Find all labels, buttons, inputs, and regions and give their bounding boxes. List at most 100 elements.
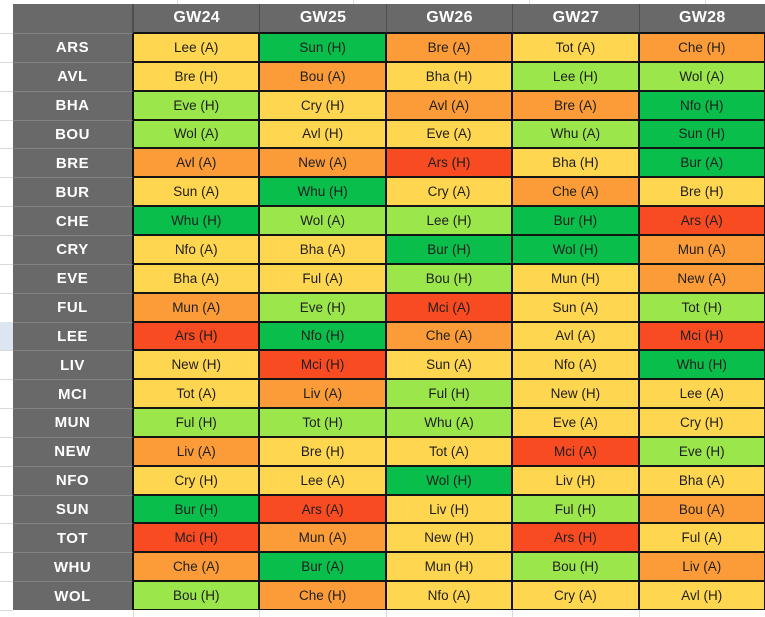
fixture-cell[interactable]: Bre (A)	[512, 90, 639, 120]
team-label-bur[interactable]: BUR	[13, 177, 133, 207]
fixture-cell[interactable]: Ars (A)	[259, 494, 386, 524]
fixture-cell[interactable]: Avl (H)	[259, 119, 386, 149]
gw-header-gw26[interactable]: GW26	[385, 4, 513, 33]
fixture-cell[interactable]: Whu (H)	[638, 350, 765, 380]
fixture-cell[interactable]: Ful (H)	[385, 379, 513, 409]
fixture-cell[interactable]: Liv (H)	[385, 494, 513, 524]
fixture-cell[interactable]: Bre (A)	[385, 33, 513, 62]
fixture-cell[interactable]: Mun (H)	[385, 552, 513, 582]
fixture-cell[interactable]: Avl (A)	[133, 148, 260, 178]
fixture-cell[interactable]: Avl (A)	[385, 90, 513, 120]
fixture-cell[interactable]: Cry (A)	[385, 177, 513, 207]
fixture-cell[interactable]: Mun (A)	[638, 234, 765, 264]
team-label-lee[interactable]: LEE	[13, 321, 133, 351]
fixture-cell[interactable]: Bou (H)	[512, 552, 639, 582]
fixture-cell[interactable]: Ars (A)	[638, 206, 765, 235]
fixture-cell[interactable]: Liv (H)	[512, 465, 639, 495]
fixture-cell[interactable]: Cry (H)	[638, 408, 765, 437]
fixture-cell[interactable]: Wol (H)	[385, 465, 513, 495]
fixture-cell[interactable]: Liv (A)	[133, 436, 260, 466]
team-label-ars[interactable]: ARS	[13, 33, 133, 62]
fixture-cell[interactable]: Eve (A)	[512, 408, 639, 437]
team-label-bre[interactable]: BRE	[13, 148, 133, 178]
fixture-cell[interactable]: Whu (A)	[512, 119, 639, 149]
fixture-cell[interactable]: Bha (H)	[512, 148, 639, 178]
fixture-cell[interactable]: Lee (A)	[638, 379, 765, 409]
gw-header-gw28[interactable]: GW28	[638, 4, 765, 33]
gw-header-gw25[interactable]: GW25	[259, 4, 386, 33]
fixture-cell[interactable]: Bou (A)	[259, 61, 386, 91]
fixture-cell[interactable]: Mun (A)	[133, 292, 260, 322]
selected-row-margin-highlight[interactable]	[0, 321, 13, 351]
fixture-cell[interactable]: Nfo (H)	[638, 90, 765, 120]
fixture-cell[interactable]: Bre (H)	[259, 436, 386, 466]
gw-header-gw27[interactable]: GW27	[512, 4, 639, 33]
fixture-cell[interactable]: Ful (H)	[133, 408, 260, 437]
fixture-cell[interactable]: Liv (A)	[259, 379, 386, 409]
team-label-ful[interactable]: FUL	[13, 292, 133, 322]
fixture-cell[interactable]: Avl (A)	[512, 321, 639, 351]
fixture-cell[interactable]: Whu (A)	[385, 408, 513, 437]
fixture-cell[interactable]: Wol (A)	[638, 61, 765, 91]
fixture-cell[interactable]: Tot (A)	[512, 33, 639, 62]
fixture-cell[interactable]: Wol (H)	[512, 234, 639, 264]
fixture-cell[interactable]: Nfo (A)	[512, 350, 639, 380]
fixture-cell[interactable]: Mci (A)	[512, 436, 639, 466]
team-label-eve[interactable]: EVE	[13, 263, 133, 293]
fixture-cell[interactable]: Lee (A)	[133, 33, 260, 62]
fixture-cell[interactable]: Cry (H)	[133, 465, 260, 495]
fixture-cell[interactable]: Whu (H)	[259, 177, 386, 207]
fixture-cell[interactable]: Che (A)	[512, 177, 639, 207]
fixture-cell[interactable]: Tot (A)	[385, 436, 513, 466]
fixture-cell[interactable]: Ars (H)	[512, 523, 639, 553]
team-label-cry[interactable]: CRY	[13, 234, 133, 264]
fixture-cell[interactable]: Cry (H)	[259, 90, 386, 120]
fixture-cell[interactable]: New (A)	[259, 148, 386, 178]
fixture-cell[interactable]: Bha (H)	[385, 61, 513, 91]
fixture-cell[interactable]: Ars (H)	[133, 321, 260, 351]
team-label-wol[interactable]: WOL	[13, 581, 133, 610]
fixture-cell[interactable]: Tot (A)	[133, 379, 260, 409]
fixture-cell[interactable]: Sun (A)	[385, 350, 513, 380]
fixture-cell[interactable]: Avl (H)	[638, 581, 765, 610]
fixture-cell[interactable]: Ars (H)	[385, 148, 513, 178]
fixture-cell[interactable]: Sun (H)	[259, 33, 386, 62]
fixture-cell[interactable]: New (H)	[512, 379, 639, 409]
fixture-cell[interactable]: Tot (H)	[638, 292, 765, 322]
fixture-cell[interactable]: Mun (A)	[259, 523, 386, 553]
team-label-che[interactable]: CHE	[13, 206, 133, 235]
fixture-cell[interactable]: Sun (A)	[133, 177, 260, 207]
fixture-cell[interactable]: Sun (H)	[638, 119, 765, 149]
team-label-liv[interactable]: LIV	[13, 350, 133, 380]
fixture-cell[interactable]: Mci (A)	[385, 292, 513, 322]
fixture-cell[interactable]: Bur (H)	[512, 206, 639, 235]
team-label-tot[interactable]: TOT	[13, 523, 133, 553]
team-label-new[interactable]: NEW	[13, 436, 133, 466]
fixture-cell[interactable]: Nfo (A)	[385, 581, 513, 610]
fixture-cell[interactable]: Lee (A)	[259, 465, 386, 495]
fixture-cell[interactable]: New (A)	[638, 263, 765, 293]
team-label-bha[interactable]: BHA	[13, 90, 133, 120]
fixture-cell[interactable]: Wol (A)	[259, 206, 386, 235]
fixture-cell[interactable]: Sun (A)	[512, 292, 639, 322]
fixture-cell[interactable]: Nfo (A)	[133, 234, 260, 264]
fixture-cell[interactable]: Eve (H)	[638, 436, 765, 466]
fixture-cell[interactable]: Lee (H)	[385, 206, 513, 235]
fixture-cell[interactable]: Cry (A)	[512, 581, 639, 610]
fixture-cell[interactable]: Bur (A)	[638, 148, 765, 178]
team-label-mun[interactable]: MUN	[13, 408, 133, 437]
gw-header-gw24[interactable]: GW24	[133, 4, 260, 33]
fixture-cell[interactable]: Eve (H)	[259, 292, 386, 322]
fixture-cell[interactable]: Bha (A)	[133, 263, 260, 293]
fixture-cell[interactable]: Mci (H)	[133, 523, 260, 553]
fixture-cell[interactable]: Che (H)	[259, 581, 386, 610]
fixture-cell[interactable]: Bha (A)	[259, 234, 386, 264]
team-label-mci[interactable]: MCI	[13, 379, 133, 409]
fixture-cell[interactable]: Mci (H)	[259, 350, 386, 380]
fixture-cell[interactable]: Che (H)	[638, 33, 765, 62]
fixture-cell[interactable]: New (H)	[385, 523, 513, 553]
fixture-cell[interactable]: Ful (A)	[259, 263, 386, 293]
fixture-cell[interactable]: Che (A)	[385, 321, 513, 351]
fixture-cell[interactable]: Bur (H)	[133, 494, 260, 524]
team-label-avl[interactable]: AVL	[13, 61, 133, 91]
